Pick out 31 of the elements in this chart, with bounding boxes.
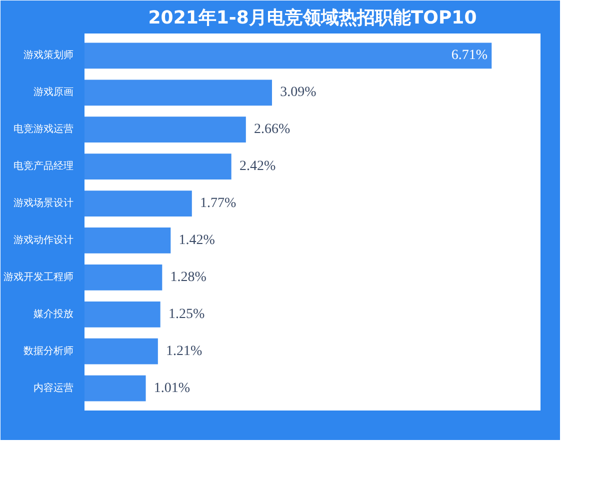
y-tick-label: 游戏动作设计	[14, 234, 74, 246]
y-tick-label: 媒介投放	[34, 308, 74, 320]
bar	[84, 80, 272, 106]
bar	[84, 42, 492, 69]
bar	[84, 190, 192, 216]
data-label: 2.66%	[254, 122, 291, 138]
y-tick-label: 数据分析师	[24, 344, 74, 357]
bar	[84, 154, 232, 180]
data-label: 2.42%	[239, 159, 276, 174]
data-label: 1.42%	[178, 232, 216, 248]
y-tick-label: 内容运营	[34, 382, 74, 394]
bar	[84, 375, 146, 402]
bar	[84, 228, 171, 254]
chart-title: 2021年1-8月电竞领域热招职能TOP10	[148, 8, 477, 28]
data-label: 3.09%	[280, 85, 317, 100]
y-tick-label: 游戏策划师	[24, 49, 74, 62]
y-tick-label: 游戏开发工程师	[4, 270, 74, 283]
bar	[84, 264, 162, 290]
y-tick-label: 电竞游戏运营	[14, 123, 74, 136]
y-tick-label: 游戏场景设计	[14, 197, 74, 210]
data-label: 1.77%	[200, 196, 237, 212]
y-tick-label: 游戏原画	[34, 86, 74, 98]
data-label: 1.21%	[166, 344, 203, 359]
bar	[84, 338, 158, 364]
data-label: 1.28%	[170, 270, 207, 285]
data-label: 6.71%	[451, 48, 488, 64]
data-label: 1.25%	[168, 306, 205, 322]
bar	[84, 301, 160, 328]
bar	[84, 116, 246, 143]
data-label: 1.01%	[154, 380, 190, 396]
y-tick-label: 电竞产品经理	[14, 160, 74, 172]
